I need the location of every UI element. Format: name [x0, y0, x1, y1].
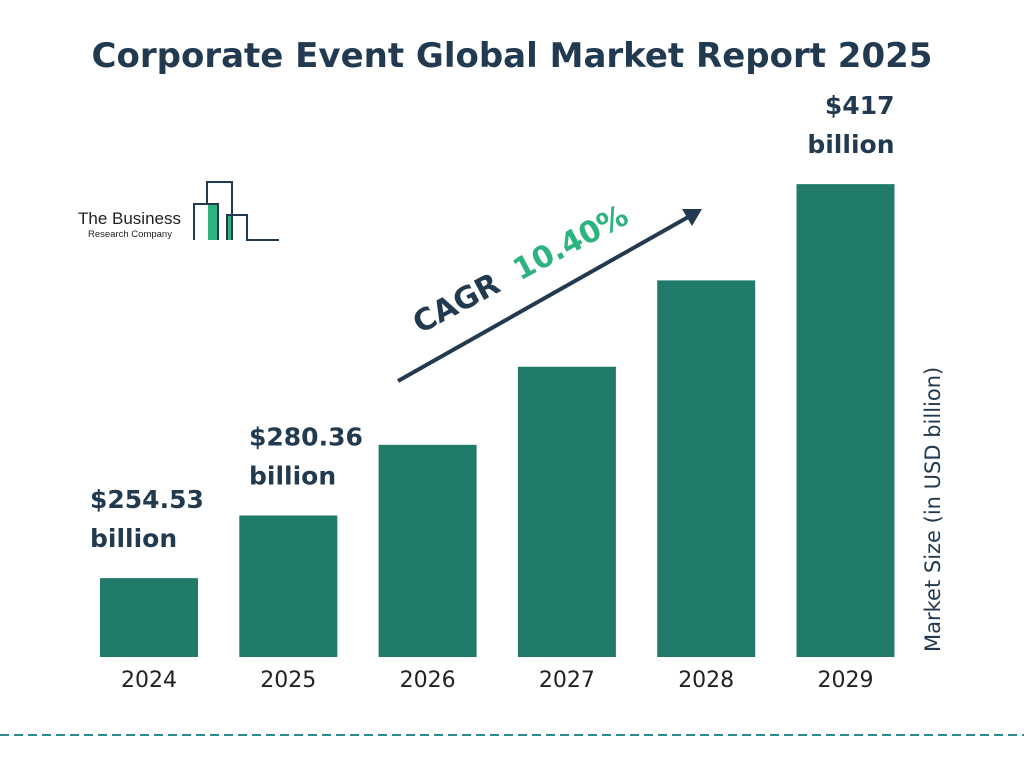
logo-line2: Research Company [88, 229, 172, 240]
chart-title: Corporate Event Global Market Report 202… [92, 36, 933, 76]
x-tick-label: 2028 [678, 668, 734, 693]
x-tick-label: 2026 [400, 668, 456, 693]
y-axis-label: Market Size (in USD billion) [921, 367, 945, 652]
bar-2028 [657, 280, 756, 657]
bar-2029 [796, 184, 895, 657]
bar-2025 [239, 515, 338, 657]
data-label-value: $280.36 [249, 422, 363, 451]
cagr-value: 10.40% [507, 198, 634, 288]
data-label-value: $417 [825, 91, 895, 120]
logo: The Business Research Company [78, 181, 279, 241]
bar-2027 [517, 366, 616, 657]
logo-line1: The Business [78, 209, 181, 228]
data-label-unit: billion [90, 524, 177, 553]
cagr-text: CAGR 10.40% [407, 198, 634, 341]
data-label-value: $254.53 [90, 485, 204, 514]
data-label-unit: billion [249, 461, 336, 490]
arrow-head-icon [682, 209, 702, 226]
data-label-unit: billion [807, 130, 894, 159]
cagr-annotation: CAGR 10.40% [397, 198, 702, 383]
bar-2024 [100, 578, 198, 657]
x-tick-label: 2027 [539, 668, 595, 693]
x-tick-label: 2025 [260, 668, 316, 693]
bar-2026 [378, 444, 477, 657]
x-tick-label: 2024 [121, 668, 177, 693]
cagr-arrow-line [397, 214, 691, 383]
x-tick-label: 2029 [818, 668, 874, 693]
